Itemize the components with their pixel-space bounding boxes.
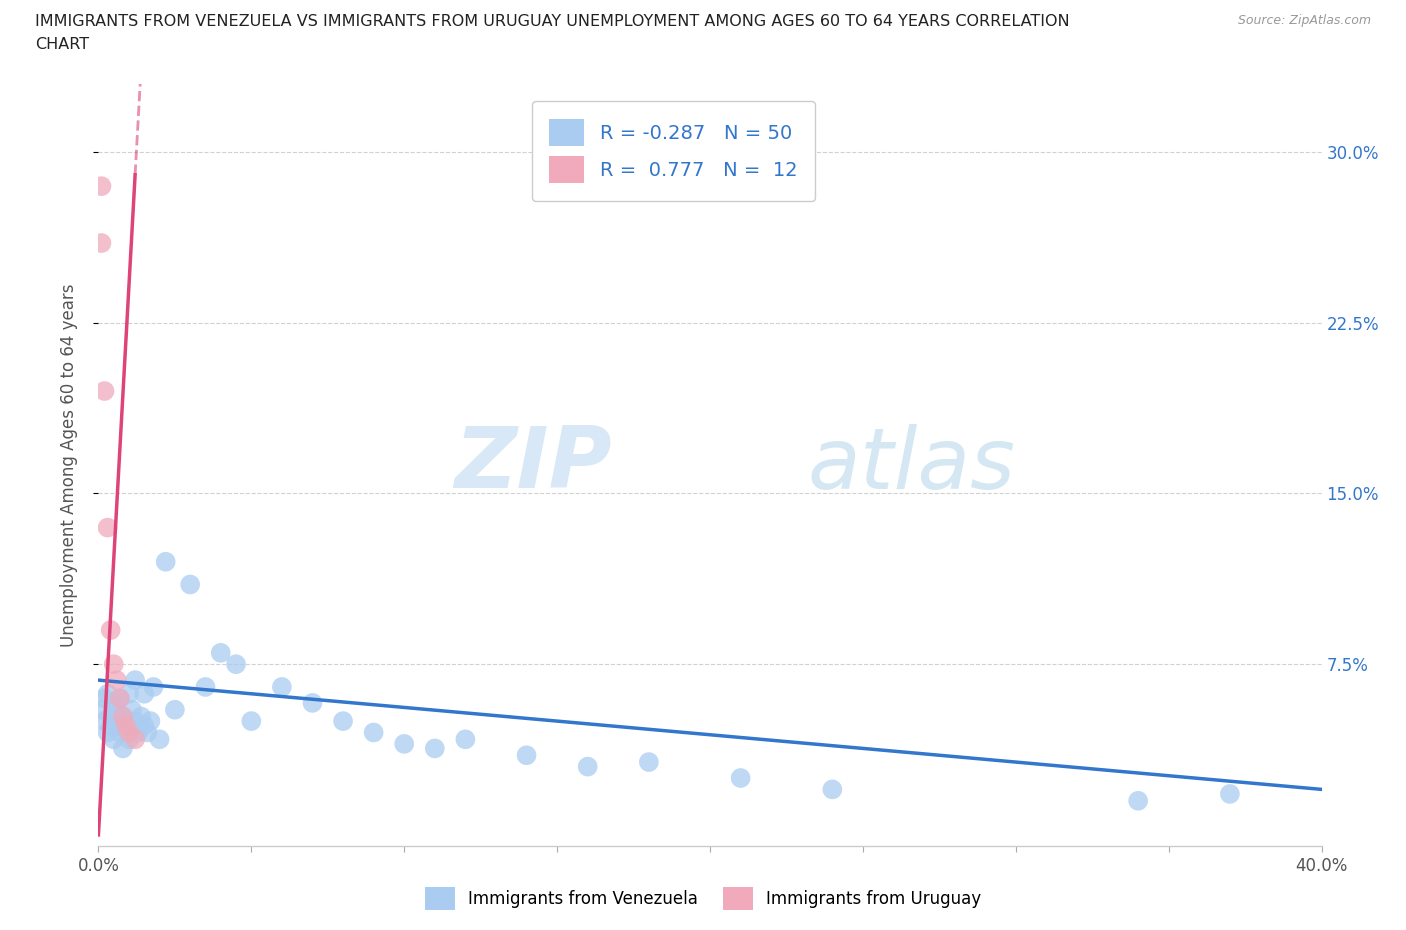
Point [127, 725, 149, 740]
Point [136, 725, 159, 740]
Point [301, 696, 323, 711]
Point [100, 709, 122, 724]
Point [103, 696, 125, 711]
Point [115, 718, 138, 733]
Point [576, 759, 599, 774]
Point [149, 732, 172, 747]
Point [111, 709, 134, 724]
Text: ZIP: ZIP [454, 423, 612, 507]
Point [516, 748, 538, 763]
Point [93, 691, 115, 706]
Point [134, 686, 156, 701]
Point [103, 657, 125, 671]
Point [163, 702, 186, 717]
Point [225, 657, 247, 671]
Point [108, 725, 131, 740]
Point [124, 672, 146, 687]
Point [124, 732, 146, 747]
Text: CHART: CHART [35, 37, 89, 52]
Point [155, 554, 177, 569]
Point [90, 179, 112, 193]
Text: Source: ZipAtlas.com: Source: ZipAtlas.com [1237, 14, 1371, 27]
Point [179, 578, 201, 592]
Point [134, 718, 156, 733]
Point [121, 702, 143, 717]
Point [194, 680, 217, 695]
Text: atlas: atlas [808, 423, 1017, 507]
Point [97, 520, 120, 535]
Point [90, 235, 112, 250]
Point [93, 713, 115, 728]
Point [97, 725, 120, 740]
Y-axis label: Unemployment Among Ages 60 to 64 years: Unemployment Among Ages 60 to 64 years [59, 284, 77, 646]
Point [139, 713, 162, 728]
Point [108, 691, 131, 706]
Point [100, 622, 122, 637]
Point [124, 713, 146, 728]
Legend: R = -0.287   N = 50, R =  0.777   N =  12: R = -0.287 N = 50, R = 0.777 N = 12 [531, 101, 815, 201]
Point [363, 725, 385, 740]
Point [111, 709, 134, 724]
Point [90, 702, 112, 717]
Point [637, 754, 661, 769]
Point [129, 709, 152, 724]
Point [111, 741, 134, 756]
Point [270, 680, 292, 695]
Point [240, 713, 263, 728]
Point [118, 725, 141, 740]
Point [1128, 793, 1150, 808]
Point [105, 718, 128, 733]
Point [103, 732, 125, 747]
Text: IMMIGRANTS FROM VENEZUELA VS IMMIGRANTS FROM URUGUAY UNEMPLOYMENT AMONG AGES 60 : IMMIGRANTS FROM VENEZUELA VS IMMIGRANTS … [35, 14, 1070, 29]
Point [821, 782, 844, 797]
Point [118, 686, 141, 701]
Point [105, 702, 128, 717]
Point [730, 771, 752, 786]
Point [423, 741, 446, 756]
Legend: Immigrants from Venezuela, Immigrants from Uruguay: Immigrants from Venezuela, Immigrants fr… [418, 880, 988, 917]
Point [392, 737, 416, 751]
Point [1219, 787, 1241, 802]
Point [93, 383, 115, 398]
Point [97, 686, 120, 701]
Point [142, 680, 165, 695]
Point [115, 718, 138, 733]
Point [108, 691, 131, 706]
Point [332, 713, 354, 728]
Point [454, 732, 477, 747]
Point [118, 732, 141, 747]
Point [100, 718, 122, 733]
Point [105, 672, 128, 687]
Point [209, 645, 232, 660]
